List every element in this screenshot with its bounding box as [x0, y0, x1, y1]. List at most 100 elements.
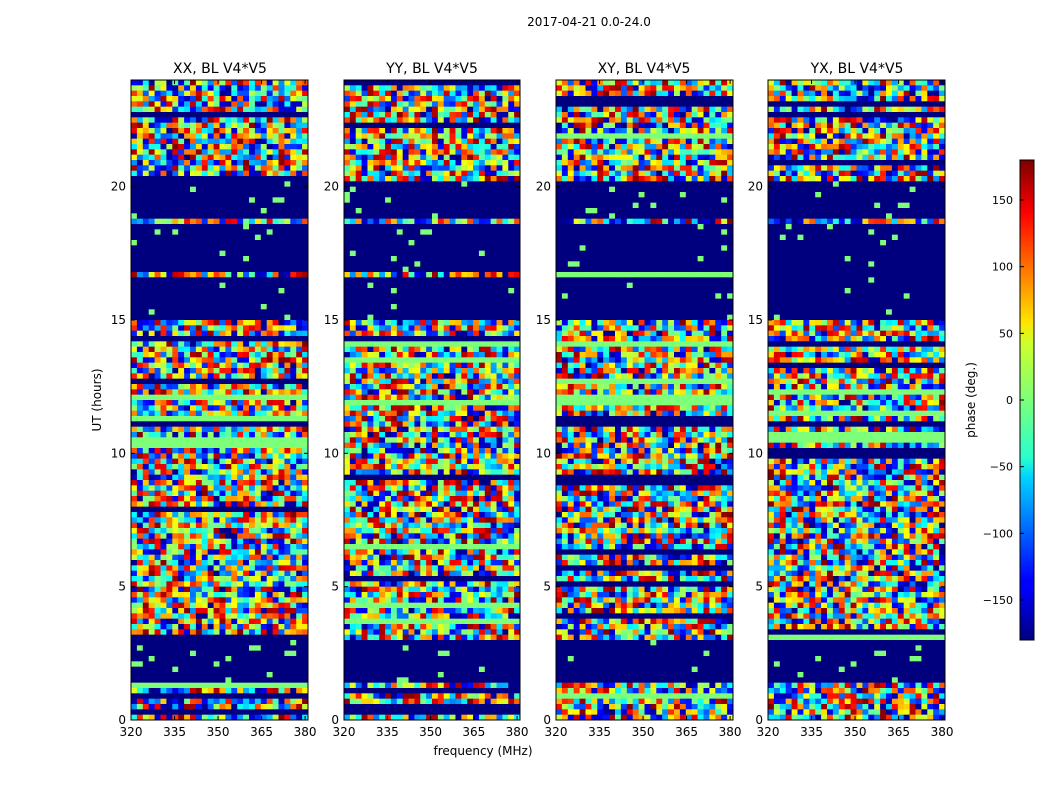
phase-cell-xx	[131, 624, 138, 630]
phase-cell-xx	[284, 437, 291, 444]
phase-cell-xx	[178, 570, 185, 577]
phase-cell-xx	[302, 506, 309, 513]
phase-cell-xx	[254, 709, 262, 716]
phase-cell-xx	[178, 330, 185, 337]
phase-cell-yy	[408, 277, 415, 284]
phase-cell-xx	[136, 698, 144, 705]
phase-cell-xx	[190, 186, 197, 193]
phase-cell-xx	[178, 80, 185, 86]
phase-cell-xx	[160, 704, 167, 710]
phase-cell-yy	[396, 133, 404, 140]
phase-cell-xx	[243, 528, 250, 534]
phase-cell-xx	[178, 266, 185, 273]
phase-cell-yy	[508, 309, 515, 316]
phase-cell-yy	[373, 176, 380, 182]
phase-cell-xx	[231, 325, 238, 332]
phase-cell-xx	[237, 416, 244, 422]
phase-cell-xx	[254, 677, 262, 684]
phase-cell-yy	[484, 165, 492, 172]
phase-cell-xx	[160, 442, 167, 449]
phase-cell-xx	[284, 560, 291, 566]
phase-cell-yy	[390, 234, 398, 241]
phase-cell-xx	[154, 437, 161, 444]
phase-cell-xx	[160, 314, 167, 321]
phase-cell-xx	[184, 160, 191, 166]
phase-cell-xx	[160, 229, 167, 236]
phase-cell-xx	[260, 197, 268, 204]
phase-cell-xx	[148, 266, 155, 273]
phase-cell-xx	[178, 421, 185, 428]
phase-cell-yy	[385, 160, 392, 166]
phase-cell-xx	[249, 640, 256, 646]
phase-cell-xx	[148, 533, 155, 540]
phase-cell-xx	[243, 384, 250, 390]
phase-cell-xx	[178, 677, 185, 684]
phase-cell-xx	[296, 650, 303, 657]
phase-cell-xx	[290, 714, 297, 721]
phase-cell-xx	[142, 624, 150, 630]
phase-cell-yy	[385, 197, 392, 204]
phase-cell-xx	[290, 560, 297, 566]
phase-cell-xx	[272, 624, 279, 630]
phase-cell-xx	[131, 560, 138, 566]
phase-cell-xx	[142, 458, 150, 465]
phase-cell-xx	[290, 618, 297, 625]
phase-cell-yy	[344, 160, 351, 166]
phase-cell-xx	[278, 266, 285, 273]
phase-cell-xx	[213, 666, 220, 673]
phase-cell-yy	[396, 261, 404, 268]
phase-cell-xx	[290, 528, 297, 534]
phase-cell-yy	[355, 288, 362, 294]
phase-cell-xx	[302, 298, 309, 305]
phase-cell-xx	[207, 229, 214, 236]
phase-cell-xx	[219, 698, 226, 705]
phase-cell-xx	[284, 613, 291, 620]
phase-cell-yy	[344, 202, 351, 209]
phase-cell-yy	[379, 240, 386, 246]
phase-cell-xx	[278, 416, 285, 422]
phase-cell-yy	[461, 314, 468, 321]
phase-cell-xx	[284, 213, 291, 220]
phase-cell-xx	[148, 176, 155, 182]
phase-cell-yy	[355, 186, 362, 193]
phase-cell-xx	[154, 650, 161, 657]
phase-cell-yy	[402, 197, 409, 204]
phase-cell-xx	[195, 186, 203, 193]
phase-cell-xx	[254, 234, 262, 241]
phase-cell-xx	[243, 608, 250, 614]
phase-cell-xx	[136, 480, 144, 486]
phase-cell-yy	[496, 85, 503, 92]
phase-cell-xx	[195, 266, 203, 273]
phase-cell-xx	[142, 352, 150, 358]
phase-cell-yy	[455, 282, 462, 289]
phase-cell-xx	[296, 154, 303, 161]
phase-cell-xx	[213, 416, 220, 422]
phase-cell-xx	[231, 709, 238, 716]
phase-cell-yy	[514, 261, 521, 268]
phase-cell-yy	[449, 160, 456, 166]
phase-cell-xx	[213, 693, 220, 700]
phase-cell-xx	[260, 154, 268, 161]
phase-cell-xx	[201, 122, 209, 129]
phase-cell-yy	[508, 106, 515, 113]
phase-cell-xx	[296, 346, 303, 353]
phase-cell-xx	[290, 224, 297, 230]
phase-cell-yy	[455, 229, 462, 236]
phase-cell-yy	[496, 229, 503, 236]
phase-cell-xx	[260, 517, 268, 524]
phase-cell-xx	[207, 160, 214, 166]
phase-cell-xx	[178, 176, 185, 182]
phase-cell-yy	[502, 208, 509, 214]
phase-cell-yy	[373, 106, 380, 113]
phase-cell-xx	[225, 421, 232, 428]
phase-cell-xx	[249, 346, 256, 353]
phase-cell-xx	[142, 229, 150, 236]
phase-cell-yy	[379, 245, 386, 252]
phase-cell-xx	[166, 624, 173, 630]
phase-cell-xx	[190, 672, 197, 678]
phase-cell-yy	[484, 192, 492, 198]
phase-cell-xx	[207, 714, 214, 721]
phase-cell-yy	[355, 106, 362, 113]
phase-cell-xx	[302, 432, 309, 438]
phase-cell-yy	[467, 309, 474, 316]
